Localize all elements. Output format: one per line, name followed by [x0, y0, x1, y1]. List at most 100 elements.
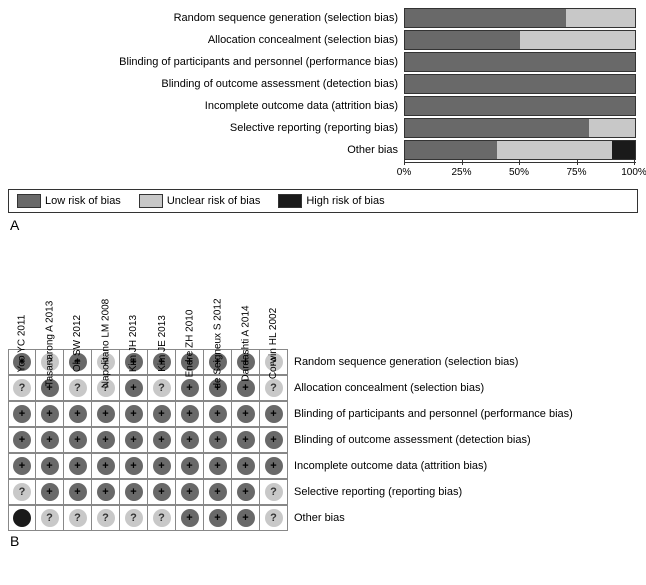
matrix-cell: +	[92, 479, 120, 505]
tick	[404, 159, 405, 165]
dot-plus: +	[41, 457, 59, 475]
dot-plus: +	[41, 431, 59, 449]
seg-low	[405, 53, 635, 71]
matrix-cell: +	[148, 479, 176, 505]
study-header: Kim JH 2013	[120, 239, 148, 349]
matrix-cell: +	[36, 427, 64, 453]
dot-plus: +	[125, 379, 143, 397]
matrix-cell: +	[64, 401, 92, 427]
dot-unclear: ?	[13, 379, 31, 397]
row-label: Incomplete outcome data (attrition bias)	[288, 453, 573, 479]
matrix-cell: +	[120, 427, 148, 453]
matrix-cell: ?	[260, 505, 288, 531]
seg-low	[405, 31, 520, 49]
matrix-cell: +	[92, 427, 120, 453]
matrix-cell: +	[36, 479, 64, 505]
dot-plus: +	[181, 405, 199, 423]
matrix-cell	[8, 505, 36, 531]
dot-plus: +	[237, 509, 255, 527]
bar-row: Blinding of outcome assessment (detectio…	[8, 74, 638, 94]
row-label: Allocation concealment (selection bias)	[288, 375, 573, 401]
panel-a: Random sequence generation (selection bi…	[8, 8, 638, 213]
legend-low-label: Low risk of bias	[45, 195, 121, 207]
matrix-cell: +	[92, 453, 120, 479]
matrix-cell: +	[176, 479, 204, 505]
bias-matrix: Yoo YC 2011+?+++?Tasanarong A 2013?+++++…	[8, 239, 288, 531]
bar-track	[404, 52, 636, 72]
seg-unclear	[520, 31, 635, 49]
row-label: Other bias	[288, 505, 573, 531]
matrix-cell: +	[64, 453, 92, 479]
bar-label: Blinding of participants and personnel (…	[8, 56, 404, 68]
matrix-cell: +	[176, 375, 204, 401]
bar-track	[404, 140, 636, 160]
legend-low: Low risk of bias	[17, 194, 121, 208]
matrix-cell: +	[176, 427, 204, 453]
legend-unclear-label: Unclear risk of bias	[167, 195, 261, 207]
bar-row: Other bias	[8, 140, 638, 160]
dot-plus: +	[69, 457, 87, 475]
dot-plus: +	[209, 457, 227, 475]
bar-label: Blinding of outcome assessment (detectio…	[8, 78, 404, 90]
legend-unclear: Unclear risk of bias	[139, 194, 261, 208]
dot-plus: +	[97, 457, 115, 475]
seg-low	[405, 119, 589, 137]
matrix-cell: ?	[64, 375, 92, 401]
matrix-cell: +	[176, 401, 204, 427]
study-header: Oh SW 2012	[64, 239, 92, 349]
matrix-cell: +	[204, 479, 232, 505]
tick-label: 0%	[397, 167, 411, 178]
matrix-cell: +	[36, 401, 64, 427]
matrix-cell: ?	[36, 505, 64, 531]
bar-row: Allocation concealment (selection bias)	[8, 30, 638, 50]
tick	[519, 159, 520, 165]
study-header: Kim JE 2013	[148, 239, 176, 349]
study-column: de Seigneux S 2012+++++++	[204, 239, 232, 531]
legend-high: High risk of bias	[278, 194, 384, 208]
matrix-cell: +	[204, 505, 232, 531]
bias-bar-chart: Random sequence generation (selection bi…	[8, 8, 638, 162]
study-header: de Seigneux S 2012	[204, 239, 232, 349]
seg-unclear	[566, 9, 635, 27]
bar-row: Random sequence generation (selection bi…	[8, 8, 638, 28]
matrix-cell: +	[8, 427, 36, 453]
dot-plus: +	[181, 509, 199, 527]
row-label: Random sequence generation (selection bi…	[288, 349, 573, 375]
legend-high-label: High risk of bias	[306, 195, 384, 207]
dot-plus: +	[41, 483, 59, 501]
dot-plus: +	[69, 483, 87, 501]
bar-row: Blinding of participants and personnel (…	[8, 52, 638, 72]
dot-plus: +	[209, 509, 227, 527]
bar-label: Allocation concealment (selection bias)	[8, 34, 404, 46]
bar-track	[404, 30, 636, 50]
study-header: Dardashti A 2014	[232, 239, 260, 349]
study-header: Corwin HL 2002	[260, 239, 288, 349]
matrix-cell: +	[204, 453, 232, 479]
seg-low	[405, 97, 635, 115]
matrix-cell: +	[232, 453, 260, 479]
study-column: Napolitano LM 2008??++++?	[92, 239, 120, 531]
dot-plus: +	[181, 379, 199, 397]
dot-plus: +	[13, 457, 31, 475]
tick	[462, 159, 463, 165]
bar-label: Selective reporting (reporting bias)	[8, 122, 404, 134]
matrix-cell: ?	[148, 375, 176, 401]
matrix-cell: +	[120, 479, 148, 505]
panel-b: Yoo YC 2011+?+++?Tasanarong A 2013?+++++…	[8, 239, 638, 531]
bar-row: Incomplete outcome data (attrition bias)	[8, 96, 638, 116]
dot-unclear: ?	[69, 379, 87, 397]
dot-plus: +	[181, 457, 199, 475]
dot-plus: +	[97, 405, 115, 423]
bar-label: Random sequence generation (selection bi…	[8, 12, 404, 24]
dot-plus: +	[153, 483, 171, 501]
seg-low	[405, 141, 497, 159]
dot-plus: +	[125, 483, 143, 501]
swatch-low	[17, 194, 41, 208]
dot-plus: +	[153, 405, 171, 423]
matrix-cell: +	[176, 505, 204, 531]
matrix-cell: +	[148, 427, 176, 453]
matrix-cell: +	[232, 427, 260, 453]
dot-plus: +	[265, 457, 283, 475]
row-label: Selective reporting (reporting bias)	[288, 479, 573, 505]
study-header: Endre ZH 2010	[176, 239, 204, 349]
